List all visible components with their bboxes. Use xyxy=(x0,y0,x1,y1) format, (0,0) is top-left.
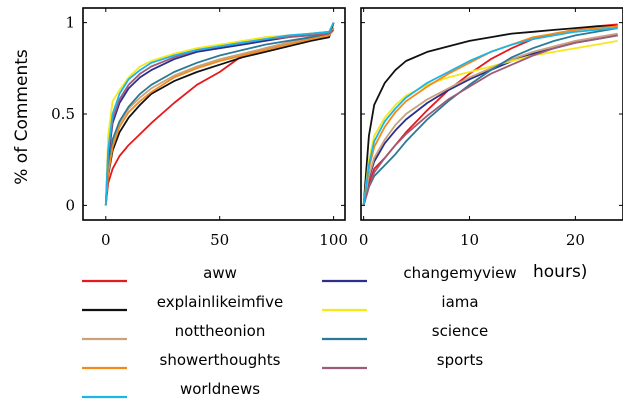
legend-label-explainlikeimfive: explainlikeimfive xyxy=(157,293,283,311)
legend-label-aww: aww xyxy=(203,264,237,282)
left-panel: 0 50 100 0 0.5 1 xyxy=(51,7,348,249)
x-axis-label: hours) xyxy=(533,262,587,282)
y-axis-label: % of Comments xyxy=(12,49,32,185)
series-line-worldnews xyxy=(362,27,618,206)
x-tick-label: 20 xyxy=(566,231,585,249)
legend: aww changemyview explainlikeimfive iama nott… xyxy=(68,252,534,401)
x-tick-label: 10 xyxy=(460,231,479,249)
x-tick-label: 0 xyxy=(101,231,111,249)
series-line-explainlikeimfive xyxy=(362,25,618,206)
series-line-showerthoughts xyxy=(104,27,335,206)
series-line-sports xyxy=(362,34,618,206)
legend-label-nottheonion: nottheonion xyxy=(175,322,266,340)
x-tick-label: 50 xyxy=(210,231,229,249)
series-line-science xyxy=(104,27,335,206)
legend-label-science: science xyxy=(432,322,488,340)
legend-label-changemyview: changemyview xyxy=(403,264,516,282)
x-tick-label: 100 xyxy=(319,231,348,249)
right-panel: 0 10 20 xyxy=(359,7,623,249)
series-line-aww xyxy=(104,22,335,206)
series-line-explainlikeimfive xyxy=(104,22,335,206)
series-line-changemyview xyxy=(362,34,618,206)
series-line-iama xyxy=(362,40,618,206)
series-line-showerthoughts xyxy=(362,25,618,206)
y-tick-label: 1 xyxy=(65,14,75,32)
legend-label-sports: sports xyxy=(437,351,484,369)
series-line-worldnews xyxy=(104,22,335,206)
y-tick-label: 0 xyxy=(65,196,75,214)
y-tick-label: 0.5 xyxy=(51,105,75,123)
legend-label-worldnews: worldnews xyxy=(180,380,260,398)
legend-background xyxy=(68,252,534,401)
series-line-nottheonion xyxy=(362,32,618,206)
legend-label-showerthoughts: showerthoughts xyxy=(160,351,281,369)
x-tick-label: 0 xyxy=(359,231,369,249)
series-line-science xyxy=(362,27,618,206)
legend-label-iama: iama xyxy=(441,293,478,311)
